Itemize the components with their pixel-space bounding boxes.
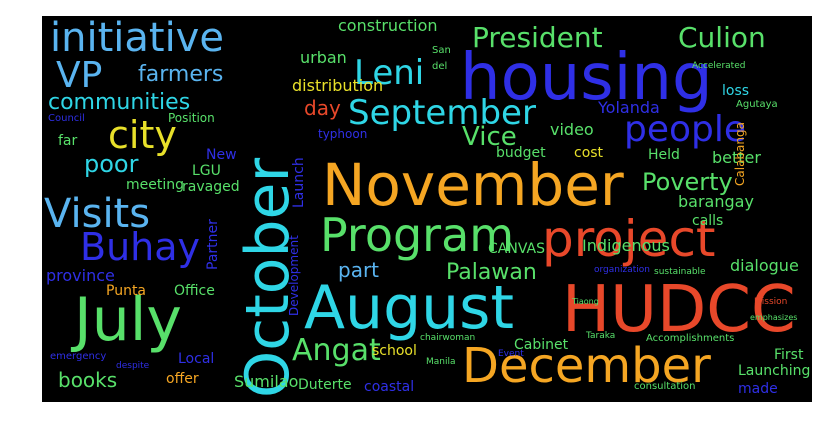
word-video: video bbox=[550, 120, 594, 139]
word-far: far bbox=[58, 133, 78, 149]
word-council: Council bbox=[48, 113, 85, 124]
word-dialogue: dialogue bbox=[730, 256, 799, 275]
word-new: New bbox=[206, 147, 237, 163]
word-emphasizes: emphasizes bbox=[750, 313, 798, 322]
word-launching: Launching bbox=[738, 363, 811, 379]
word-poverty: Poverty bbox=[642, 168, 733, 196]
word-city: city bbox=[108, 113, 177, 157]
word-distribution: distribution bbox=[292, 76, 384, 95]
word-accomplishments: Accomplishments bbox=[646, 333, 735, 344]
word-duterte: Duterte bbox=[298, 377, 352, 393]
word-calls: calls bbox=[692, 213, 724, 229]
word-part: part bbox=[338, 258, 380, 282]
word-san: San bbox=[432, 45, 451, 56]
word-budget: budget bbox=[496, 145, 546, 161]
word-cost: cost bbox=[574, 145, 604, 161]
word-august: August bbox=[304, 273, 514, 343]
word-program: Program bbox=[320, 208, 515, 262]
word-emergency: emergency bbox=[50, 351, 107, 362]
word-visits: Visits bbox=[44, 191, 151, 237]
word-made: made bbox=[738, 381, 778, 397]
word-despite: despite bbox=[116, 361, 150, 371]
word-taraka: Taraka bbox=[586, 331, 616, 341]
word-day: day bbox=[304, 96, 341, 120]
word-position: Position bbox=[168, 111, 215, 125]
word-typhoon: typhoon bbox=[318, 127, 368, 141]
word-mission: Mission bbox=[754, 297, 788, 307]
word-culion: Culion bbox=[678, 21, 766, 54]
word-calabanga: Calabanga bbox=[733, 122, 747, 186]
word-initiative: initiative bbox=[50, 16, 224, 61]
word-event: Event bbox=[498, 349, 524, 359]
word-first: First bbox=[774, 347, 804, 363]
word-consultation: consultation bbox=[634, 381, 696, 392]
word-chairwoman: chairwoman bbox=[420, 333, 476, 343]
word-office: Office bbox=[174, 283, 215, 299]
word-vp: VP bbox=[56, 55, 103, 96]
word-buhay: Buhay bbox=[80, 225, 201, 269]
word-september: September bbox=[348, 93, 536, 133]
word-urban: urban bbox=[300, 48, 347, 67]
word-project: project bbox=[542, 210, 716, 268]
word-school: school bbox=[372, 343, 417, 359]
word-poor: poor bbox=[84, 150, 139, 178]
word-agutaya: Agutaya bbox=[736, 99, 778, 110]
word-november: November bbox=[322, 151, 624, 219]
word-launch: Launch bbox=[291, 157, 307, 208]
word-december: December bbox=[462, 338, 711, 394]
word-meeting: meeting bbox=[126, 177, 185, 193]
word-cloud: housing November October August HUDCC Ju… bbox=[42, 16, 812, 402]
word-ravaged: ravaged bbox=[182, 179, 240, 195]
word-coastal: coastal bbox=[364, 379, 415, 395]
word-canvas: CANVAS bbox=[488, 241, 545, 257]
word-president: President bbox=[472, 21, 603, 54]
word-del: del bbox=[432, 61, 448, 72]
word-partner: Partner bbox=[205, 219, 221, 270]
word-books: books bbox=[58, 368, 118, 392]
word-july: July bbox=[74, 285, 182, 355]
word-accelerated: Accelerated bbox=[692, 61, 746, 71]
word-local: Local bbox=[178, 351, 215, 367]
word-better: better bbox=[712, 148, 761, 167]
word-yolanda: Yolanda bbox=[598, 98, 660, 117]
word-tiaong: Tiaong bbox=[572, 297, 599, 306]
word-offer: offer bbox=[166, 371, 199, 387]
word-lgu: LGU bbox=[192, 163, 221, 179]
word-communities: communities bbox=[48, 90, 191, 115]
word-sumilao: Sumilao bbox=[234, 372, 299, 391]
word-indigenous: Indigenous bbox=[582, 236, 670, 255]
word-held: Held bbox=[648, 147, 680, 163]
word-angat: Angat bbox=[292, 333, 381, 368]
word-hudcc: HUDCC bbox=[562, 273, 796, 347]
word-manila: Manila bbox=[426, 357, 456, 367]
word-people: people bbox=[624, 109, 747, 150]
word-leni: Leni bbox=[354, 53, 425, 93]
word-punta: Punta bbox=[106, 283, 147, 299]
word-development: Development bbox=[287, 235, 301, 316]
word-vice: Vice bbox=[462, 122, 517, 152]
word-palawan: Palawan bbox=[446, 260, 537, 285]
word-housing: housing bbox=[460, 41, 713, 115]
word-farmers: farmers bbox=[138, 62, 224, 87]
word-sustainable: sustainable bbox=[654, 267, 706, 277]
word-loss: loss bbox=[722, 83, 750, 99]
word-province: province bbox=[46, 266, 115, 285]
word-organization: organization bbox=[594, 265, 650, 275]
word-construction: construction bbox=[338, 16, 438, 35]
word-barangay: barangay bbox=[678, 192, 754, 211]
word-cabinet: Cabinet bbox=[514, 337, 569, 353]
